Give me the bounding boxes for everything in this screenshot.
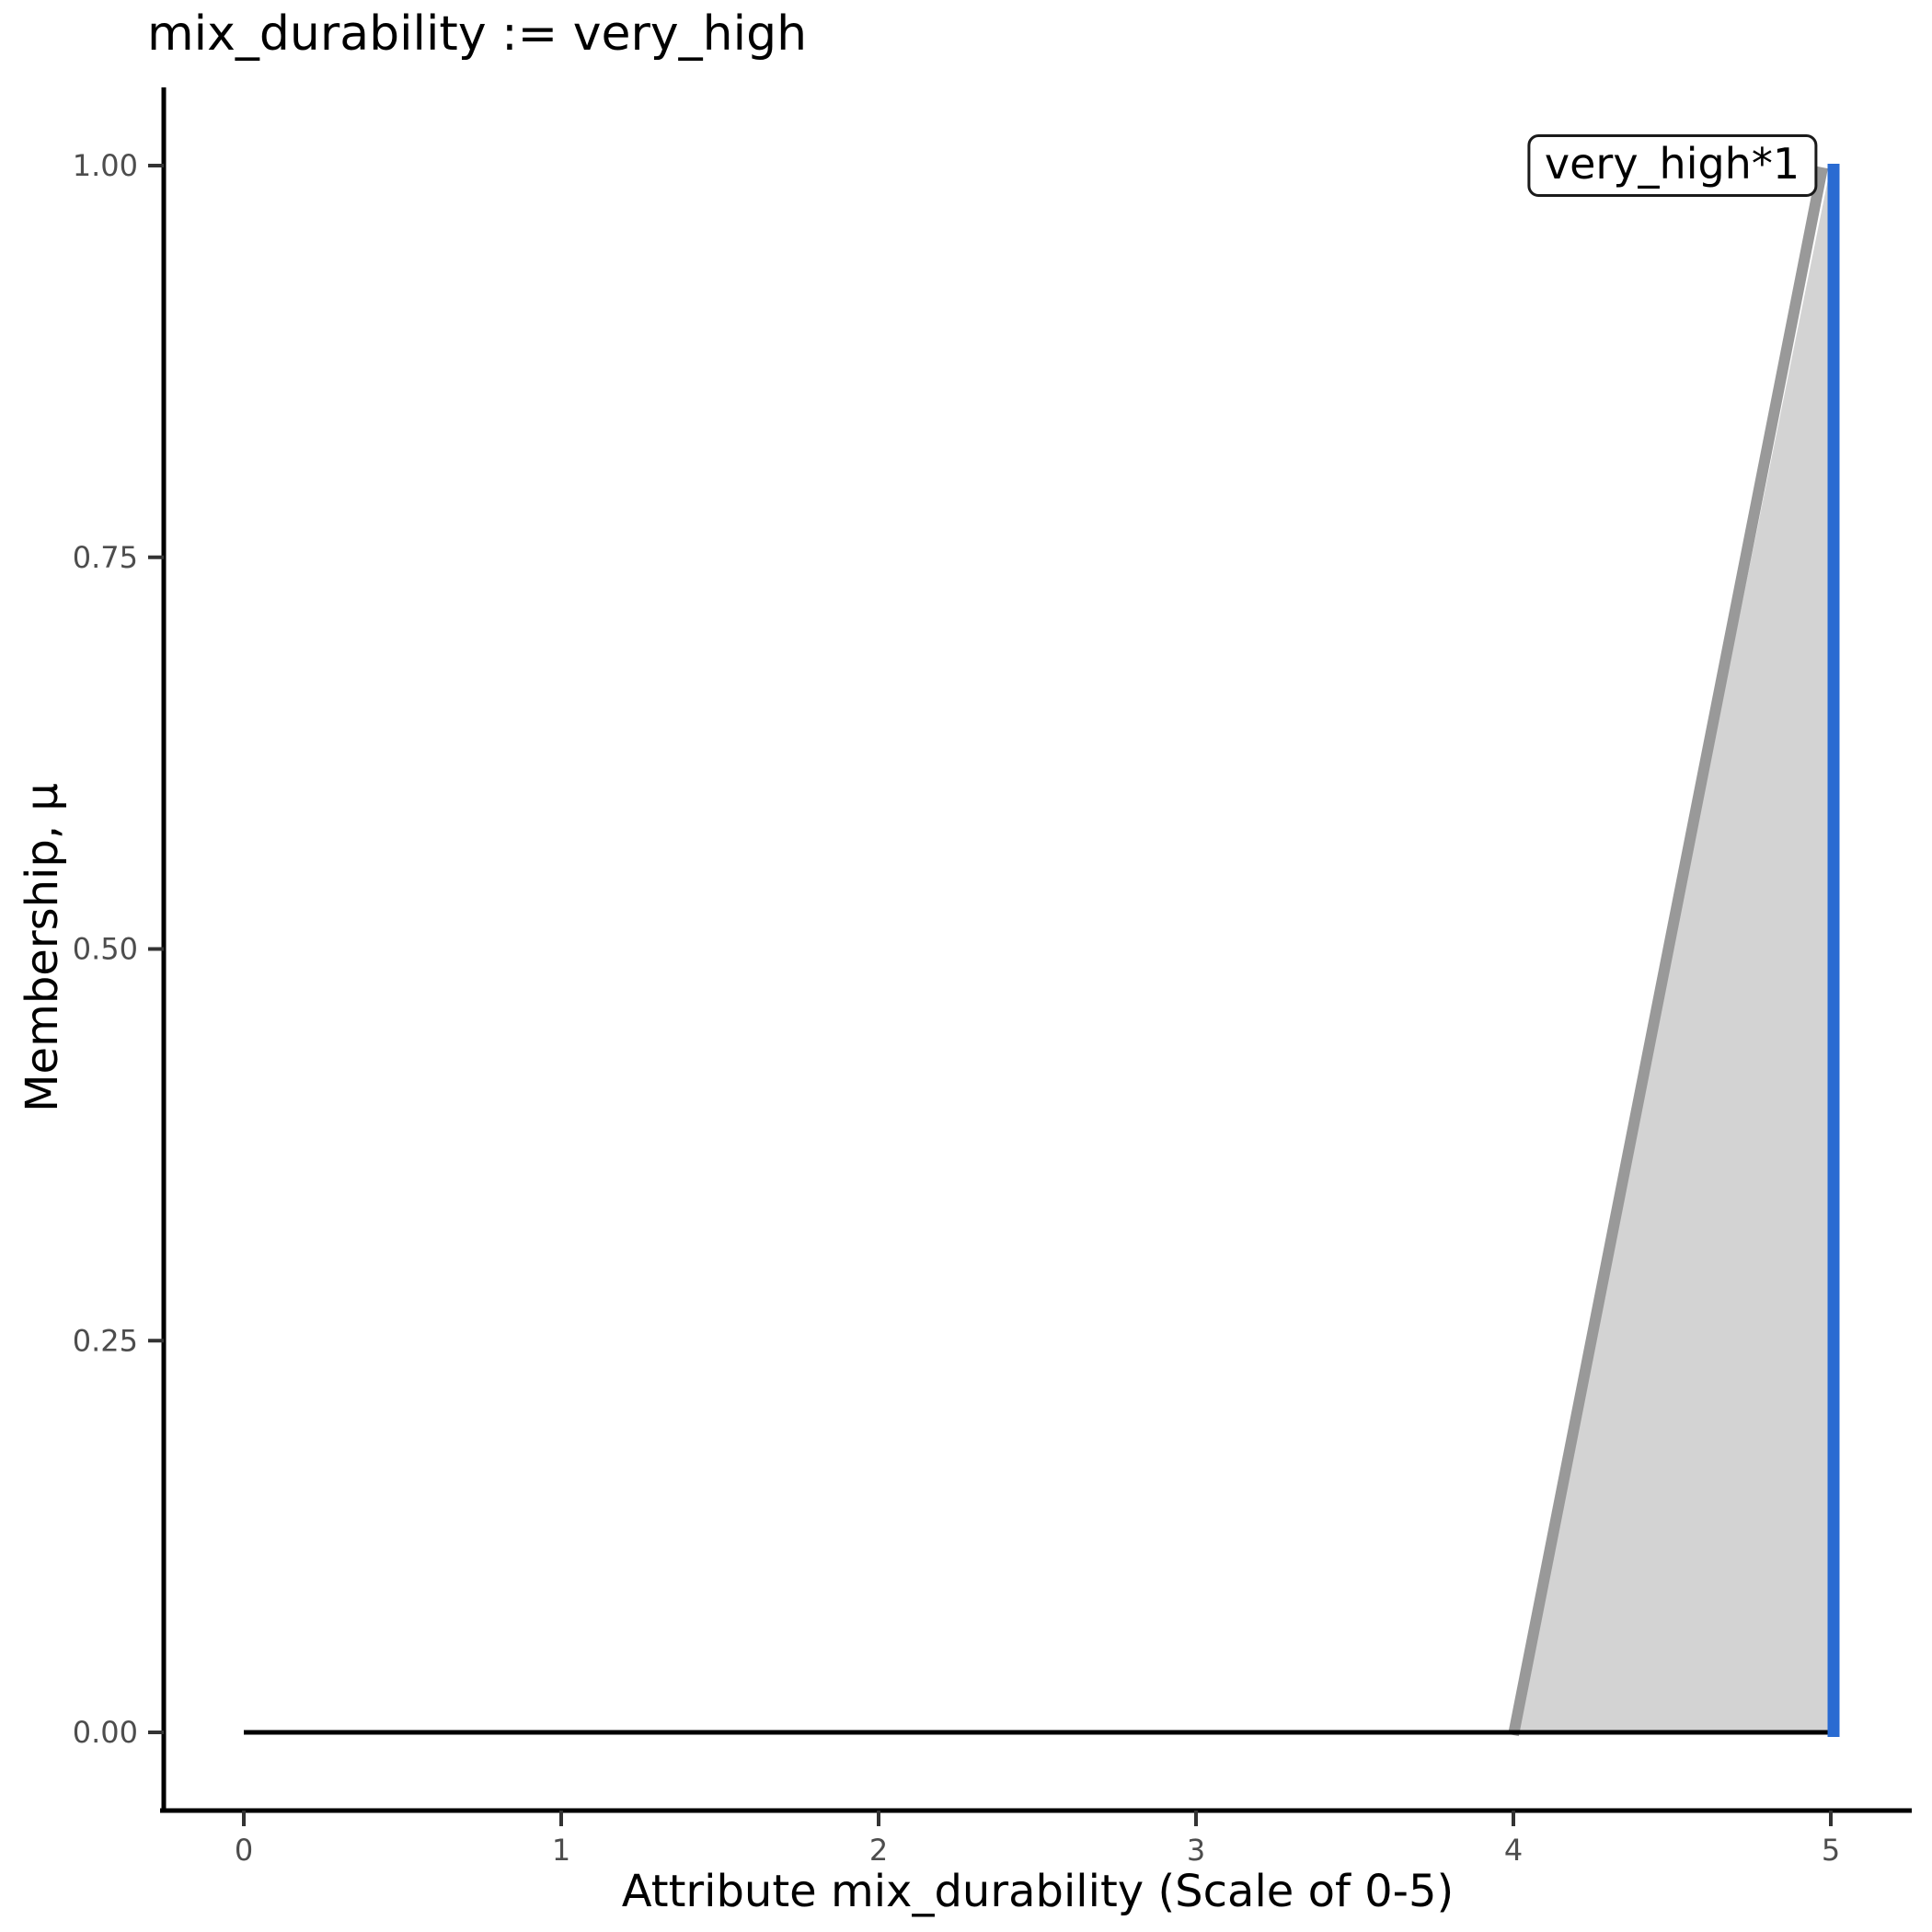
annotation-label: very_high*1 — [1526, 134, 1818, 197]
y-axis-title: Membership, μ — [17, 783, 68, 1112]
y-tick-label: 0.50 — [73, 932, 138, 967]
x-tick-label: 2 — [869, 1833, 888, 1868]
y-tick-label: 0.00 — [73, 1715, 138, 1750]
y-tick-label: 1.00 — [73, 148, 138, 183]
x-tick-label: 3 — [1187, 1833, 1205, 1868]
x-axis-title: Attribute mix_durability (Scale of 0-5) — [621, 1866, 1455, 1917]
y-tick-label: 0.25 — [73, 1323, 138, 1358]
x-tick-label: 4 — [1504, 1833, 1523, 1868]
chart-title: mix_durability := very_high — [147, 6, 808, 62]
x-tick-label: 1 — [552, 1833, 570, 1868]
membership-border-very-high — [1508, 166, 1828, 1737]
x-tick-label: 5 — [1822, 1833, 1840, 1868]
x-tick-label: 0 — [235, 1833, 253, 1868]
y-tick-label: 0.75 — [73, 540, 138, 575]
